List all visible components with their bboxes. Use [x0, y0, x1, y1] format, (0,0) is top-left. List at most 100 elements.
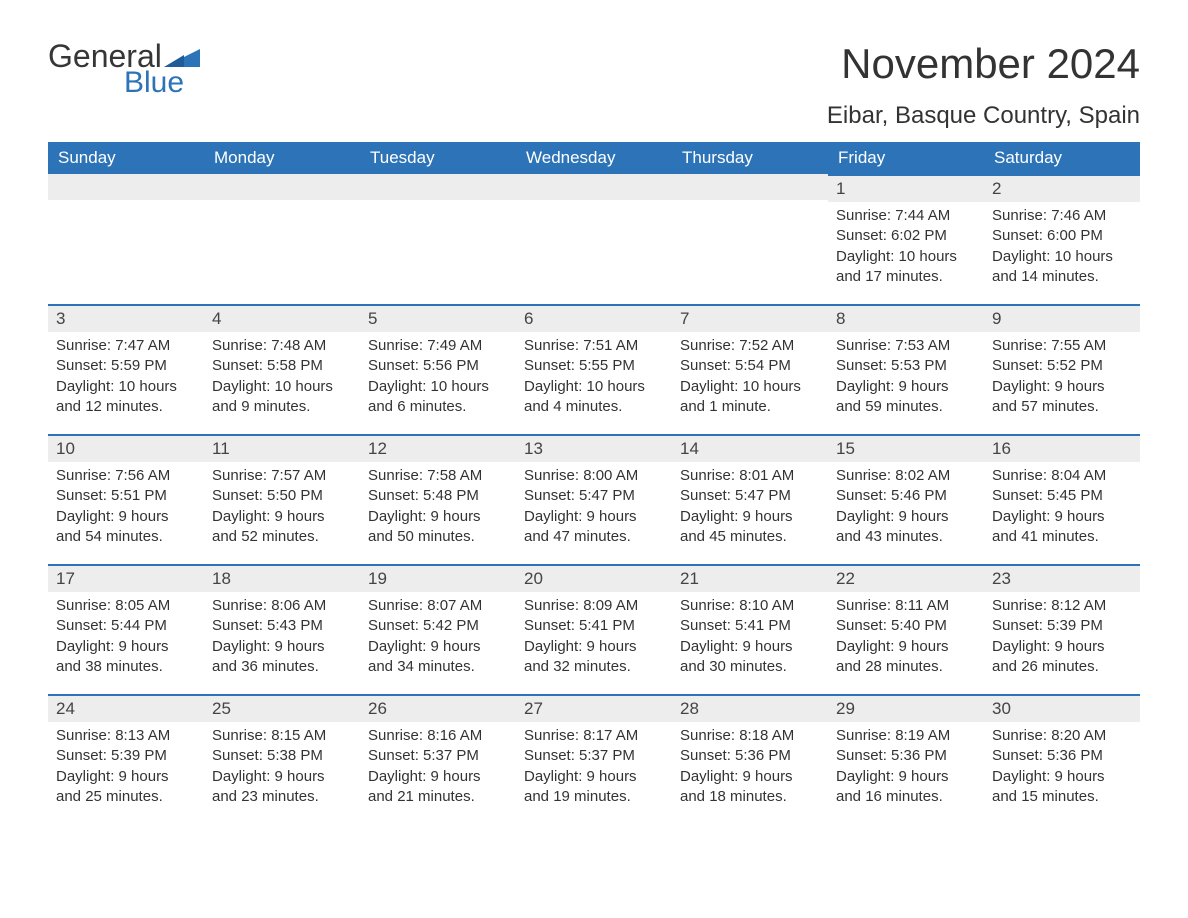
sunset-text: Sunset: 5:56 PM: [368, 356, 508, 376]
calendar-day-cell: [672, 174, 828, 304]
calendar-day-cell: 13Sunrise: 8:00 AMSunset: 5:47 PMDayligh…: [516, 434, 672, 564]
day-number: 21: [672, 564, 828, 592]
sunrise-text: Sunrise: 8:09 AM: [524, 596, 664, 616]
daylight-text: Daylight: 9 hours and 50 minutes.: [368, 507, 508, 548]
calendar-day-cell: 20Sunrise: 8:09 AMSunset: 5:41 PMDayligh…: [516, 564, 672, 694]
day-details: Sunrise: 7:55 AMSunset: 5:52 PMDaylight:…: [984, 332, 1140, 425]
sunrise-text: Sunrise: 7:58 AM: [368, 466, 508, 486]
daylight-text: Daylight: 9 hours and 41 minutes.: [992, 507, 1132, 548]
daylight-text: Daylight: 9 hours and 45 minutes.: [680, 507, 820, 548]
sunrise-text: Sunrise: 7:56 AM: [56, 466, 196, 486]
day-number: 4: [204, 304, 360, 332]
sunset-text: Sunset: 5:43 PM: [212, 616, 352, 636]
calendar-day-cell: 21Sunrise: 8:10 AMSunset: 5:41 PMDayligh…: [672, 564, 828, 694]
daylight-text: Daylight: 10 hours and 9 minutes.: [212, 377, 352, 418]
sunset-text: Sunset: 5:52 PM: [992, 356, 1132, 376]
calendar-day-cell: 6Sunrise: 7:51 AMSunset: 5:55 PMDaylight…: [516, 304, 672, 434]
daylight-text: Daylight: 9 hours and 57 minutes.: [992, 377, 1132, 418]
sunset-text: Sunset: 6:02 PM: [836, 226, 976, 246]
day-number: 23: [984, 564, 1140, 592]
calendar-day-cell: 18Sunrise: 8:06 AMSunset: 5:43 PMDayligh…: [204, 564, 360, 694]
calendar-table: SundayMondayTuesdayWednesdayThursdayFrid…: [48, 142, 1140, 824]
day-number: 7: [672, 304, 828, 332]
calendar-day-cell: [48, 174, 204, 304]
day-number: 15: [828, 434, 984, 462]
day-number: 30: [984, 694, 1140, 722]
calendar-day-cell: 19Sunrise: 8:07 AMSunset: 5:42 PMDayligh…: [360, 564, 516, 694]
day-details: Sunrise: 8:16 AMSunset: 5:37 PMDaylight:…: [360, 722, 516, 815]
daylight-text: Daylight: 9 hours and 25 minutes.: [56, 767, 196, 808]
sunrise-text: Sunrise: 8:04 AM: [992, 466, 1132, 486]
daylight-text: Daylight: 9 hours and 21 minutes.: [368, 767, 508, 808]
sunrise-text: Sunrise: 7:49 AM: [368, 336, 508, 356]
empty-day-bar: [360, 174, 516, 200]
sunrise-text: Sunrise: 8:06 AM: [212, 596, 352, 616]
weekday-header: Friday: [828, 142, 984, 174]
calendar-day-cell: 22Sunrise: 8:11 AMSunset: 5:40 PMDayligh…: [828, 564, 984, 694]
day-number: 22: [828, 564, 984, 592]
daylight-text: Daylight: 9 hours and 19 minutes.: [524, 767, 664, 808]
sunset-text: Sunset: 5:51 PM: [56, 486, 196, 506]
day-details: Sunrise: 7:46 AMSunset: 6:00 PMDaylight:…: [984, 202, 1140, 295]
sunset-text: Sunset: 5:36 PM: [680, 746, 820, 766]
daylight-text: Daylight: 10 hours and 14 minutes.: [992, 247, 1132, 288]
sunrise-text: Sunrise: 8:07 AM: [368, 596, 508, 616]
day-details: Sunrise: 8:02 AMSunset: 5:46 PMDaylight:…: [828, 462, 984, 555]
empty-day-bar: [516, 174, 672, 200]
day-details: Sunrise: 7:44 AMSunset: 6:02 PMDaylight:…: [828, 202, 984, 295]
day-details: Sunrise: 8:11 AMSunset: 5:40 PMDaylight:…: [828, 592, 984, 685]
day-details: Sunrise: 8:18 AMSunset: 5:36 PMDaylight:…: [672, 722, 828, 815]
sunset-text: Sunset: 5:50 PM: [212, 486, 352, 506]
sunrise-text: Sunrise: 7:55 AM: [992, 336, 1132, 356]
calendar-day-cell: 10Sunrise: 7:56 AMSunset: 5:51 PMDayligh…: [48, 434, 204, 564]
calendar-day-cell: [516, 174, 672, 304]
sunset-text: Sunset: 5:40 PM: [836, 616, 976, 636]
weekday-header: Thursday: [672, 142, 828, 174]
calendar-week-row: 17Sunrise: 8:05 AMSunset: 5:44 PMDayligh…: [48, 564, 1140, 694]
day-number: 8: [828, 304, 984, 332]
day-number: 2: [984, 174, 1140, 202]
sunrise-text: Sunrise: 8:13 AM: [56, 726, 196, 746]
day-details: Sunrise: 8:07 AMSunset: 5:42 PMDaylight:…: [360, 592, 516, 685]
sunrise-text: Sunrise: 8:05 AM: [56, 596, 196, 616]
day-number: 28: [672, 694, 828, 722]
day-number: 20: [516, 564, 672, 592]
calendar-day-cell: [204, 174, 360, 304]
sunset-text: Sunset: 5:39 PM: [56, 746, 196, 766]
empty-day-bar: [204, 174, 360, 200]
daylight-text: Daylight: 9 hours and 18 minutes.: [680, 767, 820, 808]
day-details: Sunrise: 8:19 AMSunset: 5:36 PMDaylight:…: [828, 722, 984, 815]
calendar-day-cell: 5Sunrise: 7:49 AMSunset: 5:56 PMDaylight…: [360, 304, 516, 434]
location-subtitle: Eibar, Basque Country, Spain: [48, 102, 1140, 130]
day-number: 12: [360, 434, 516, 462]
calendar-day-cell: 16Sunrise: 8:04 AMSunset: 5:45 PMDayligh…: [984, 434, 1140, 564]
calendar-week-row: 10Sunrise: 7:56 AMSunset: 5:51 PMDayligh…: [48, 434, 1140, 564]
day-number: 6: [516, 304, 672, 332]
day-number: 25: [204, 694, 360, 722]
weekday-header: Tuesday: [360, 142, 516, 174]
sunrise-text: Sunrise: 8:17 AM: [524, 726, 664, 746]
calendar-day-cell: 27Sunrise: 8:17 AMSunset: 5:37 PMDayligh…: [516, 694, 672, 824]
calendar-day-cell: 4Sunrise: 7:48 AMSunset: 5:58 PMDaylight…: [204, 304, 360, 434]
sunrise-text: Sunrise: 8:10 AM: [680, 596, 820, 616]
daylight-text: Daylight: 9 hours and 59 minutes.: [836, 377, 976, 418]
day-details: Sunrise: 7:47 AMSunset: 5:59 PMDaylight:…: [48, 332, 204, 425]
empty-day-bar: [48, 174, 204, 200]
day-details: Sunrise: 8:04 AMSunset: 5:45 PMDaylight:…: [984, 462, 1140, 555]
day-number: 19: [360, 564, 516, 592]
day-details: Sunrise: 7:56 AMSunset: 5:51 PMDaylight:…: [48, 462, 204, 555]
daylight-text: Daylight: 10 hours and 4 minutes.: [524, 377, 664, 418]
page-title: November 2024: [841, 40, 1140, 88]
sunset-text: Sunset: 5:53 PM: [836, 356, 976, 376]
calendar-day-cell: 28Sunrise: 8:18 AMSunset: 5:36 PMDayligh…: [672, 694, 828, 824]
sunrise-text: Sunrise: 8:15 AM: [212, 726, 352, 746]
sunset-text: Sunset: 5:45 PM: [992, 486, 1132, 506]
sunset-text: Sunset: 5:54 PM: [680, 356, 820, 376]
sunrise-text: Sunrise: 8:00 AM: [524, 466, 664, 486]
daylight-text: Daylight: 9 hours and 43 minutes.: [836, 507, 976, 548]
empty-day-bar: [672, 174, 828, 200]
calendar-day-cell: 15Sunrise: 8:02 AMSunset: 5:46 PMDayligh…: [828, 434, 984, 564]
calendar-day-cell: 25Sunrise: 8:15 AMSunset: 5:38 PMDayligh…: [204, 694, 360, 824]
day-details: Sunrise: 8:00 AMSunset: 5:47 PMDaylight:…: [516, 462, 672, 555]
calendar-day-cell: 1Sunrise: 7:44 AMSunset: 6:02 PMDaylight…: [828, 174, 984, 304]
